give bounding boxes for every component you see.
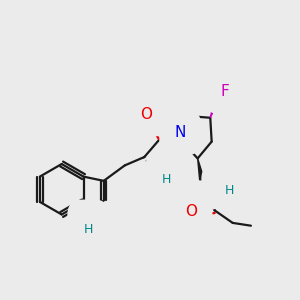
Text: H: H [169,169,178,182]
Polygon shape [210,93,221,118]
Text: F: F [220,84,229,99]
Text: O: O [140,106,152,122]
Text: N: N [82,215,94,230]
Text: O: O [185,204,197,219]
Text: N: N [217,179,228,194]
Polygon shape [198,158,204,180]
Text: N: N [175,125,186,140]
Text: H: H [161,173,171,186]
Text: N: N [161,164,172,179]
Text: H: H [225,184,234,197]
Text: H: H [84,223,93,236]
